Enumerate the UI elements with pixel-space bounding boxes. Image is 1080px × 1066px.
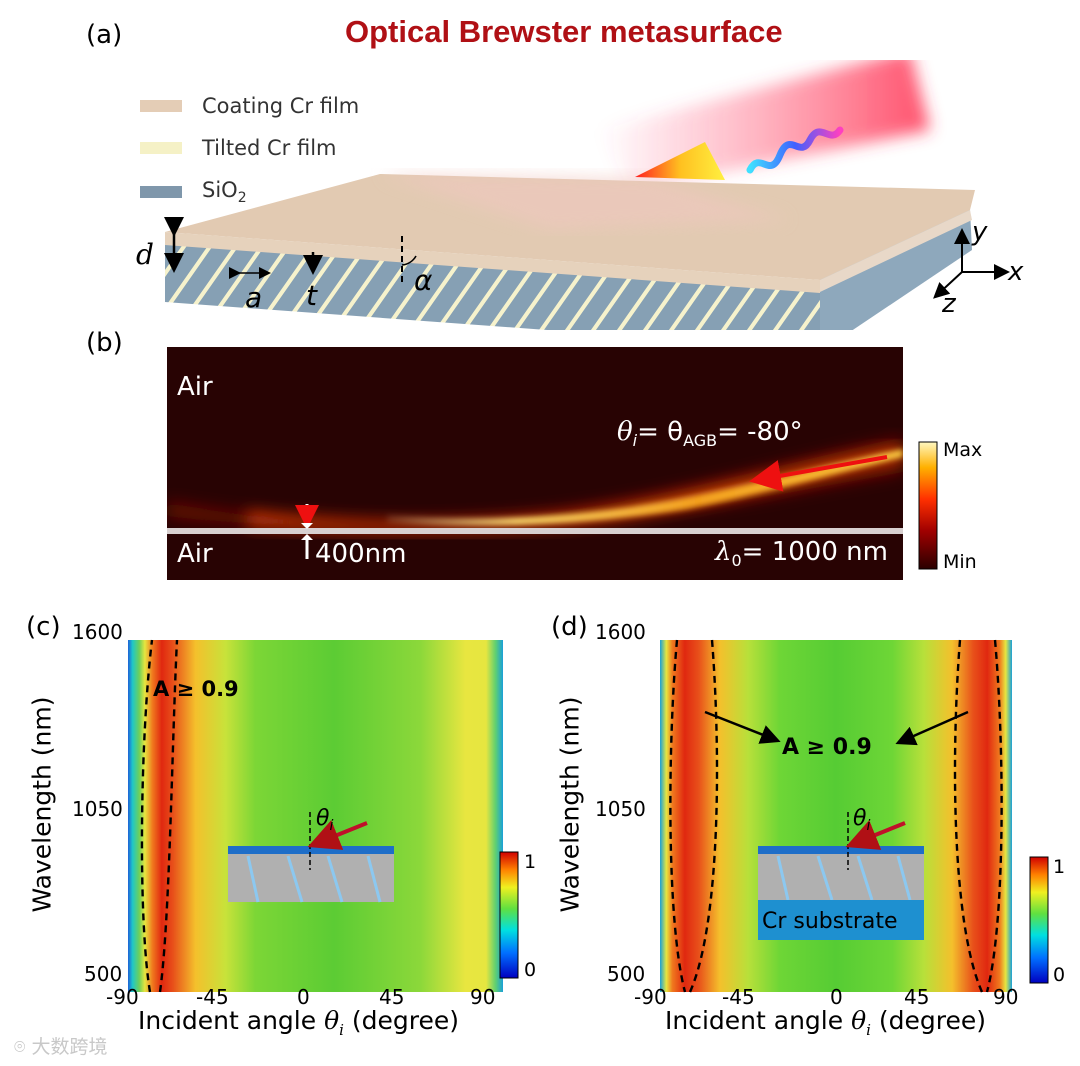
svg-text:z: z [941,289,957,319]
inset-d-substrate [758,900,924,940]
legend-label-coating: Coating Cr film [202,94,360,118]
ytick-c-1600: 1600 [72,620,123,644]
ytick-d-1050: 1050 [595,797,646,821]
watermark: ⌾ 大数跨境 [14,1036,108,1058]
svg-text:y: y [971,217,988,247]
contour-d-left-outer [669,639,687,993]
ytick-c-500: 500 [84,962,123,986]
legend-label-sio2: SiO2 [202,178,247,207]
heatmap-c [128,640,503,992]
watermark-icon: ⌾ [14,1036,26,1058]
svg-text:1: 1 [524,851,536,873]
inset-c-theta: θi [316,806,333,834]
xtick-c-90: 90 [470,985,496,1009]
legend-item-sio2: SiO2 [140,178,247,206]
symbol-a: a [245,281,262,314]
cone-icon [635,142,725,180]
chart-d: A ≥ 0.9 Cr substrate θi [660,639,1012,993]
field-colorbar: Max Min [918,440,982,573]
panel-label-c: (c) [26,612,61,642]
metasurface-schematic: d a t α x y z [136,60,1024,330]
panel-label-b: (b) [86,328,123,358]
xtick-c--90: -90 [106,985,139,1009]
legend-item-tilted: Tilted Cr film [140,136,337,160]
svg-text:0: 0 [524,959,536,981]
xtick-c--45: -45 [196,985,229,1009]
air-label-bottom: Air [177,539,213,569]
colorbar-max: Max [943,440,982,461]
ylabel-d: Wavelength (nm) [555,696,585,913]
symbol-d: d [136,238,154,271]
inset-d-theta: θi [853,806,870,834]
annotation-d: A ≥ 0.9 [782,735,872,760]
panel-label-a: (a) [86,20,123,50]
legend-label-tilted: Tilted Cr film [202,136,337,160]
colorbar-d: 1 0 [1029,856,1065,986]
legend-swatch-tilted [140,142,182,154]
svg-text:x: x [1007,257,1024,287]
ytick-c-1050: 1050 [72,797,123,821]
incidence-arrow [749,455,888,492]
xtick-d-45: 45 [904,985,930,1009]
annotation-c: A ≥ 0.9 [153,677,239,701]
contour-d-left-inner [688,639,719,993]
tilted-cr-stripes [165,245,820,330]
xtick-c-0: 0 [297,985,310,1009]
xlabel-d: Incident angle θi (degree) [665,1006,987,1039]
legend-swatch-coating [140,100,182,112]
inset-d-substrate-label: Cr substrate [762,909,898,934]
wave-icon [746,126,844,174]
symbol-t: t [306,279,318,312]
svg-text:0: 0 [1053,964,1065,986]
colorbar-min: Min [943,551,977,573]
symbol-alpha: α [414,264,433,297]
contour-d-right-outer [985,639,1003,993]
wavelength-label: λ0= 1000 nm [714,537,888,570]
figure-title: Optical Brewster metasurface [345,14,783,49]
metasurface-layer [167,528,903,534]
contour-d-right-inner [953,639,984,993]
xtick-d-90: 90 [993,985,1019,1009]
panel-label-d: (d) [551,612,588,642]
xlabel-c: Incident angle θi (degree) [138,1006,460,1039]
z-axis-arrow [933,271,963,299]
thickness-label: 400nm [315,539,406,569]
guided-beam [387,449,903,526]
chart-c: A ≥ 0.9 θi [128,639,503,993]
xtick-c-45: 45 [379,985,405,1009]
colorbar-c: 1 0 [499,851,536,981]
xtick-d--90: -90 [634,985,667,1009]
ytick-d-1600: 1600 [595,620,646,644]
air-label-top: Air [177,372,213,402]
legend-swatch-sio2 [140,186,182,199]
angle-label: θi= θAGB= -80° [617,417,803,450]
field-map: Air Air θi= θAGB= -80° 400nm λ0= 1000 nm [167,347,903,580]
ylabel-c: Wavelength (nm) [27,696,57,913]
xtick-d-0: 0 [830,985,843,1009]
ytick-d-500: 500 [607,962,646,986]
xtick-d--45: -45 [722,985,755,1009]
legend-item-coating: Coating Cr film [140,94,359,118]
svg-text:1: 1 [1053,856,1065,878]
